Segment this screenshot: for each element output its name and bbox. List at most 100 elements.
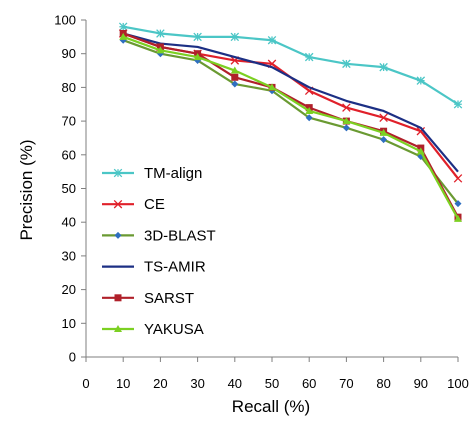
y-tick-label: 90 (62, 46, 76, 61)
data-point-3d-blast (342, 124, 350, 132)
data-point-ce-stroke (453, 174, 463, 183)
data-point-ce (342, 103, 351, 112)
data-point-yakusa (193, 53, 202, 61)
axes: 0 10 20 30 40 50 60 70 80 90 100 0 10 20 30 40 50 60 70 80 9… (54, 13, 469, 392)
legend-label-ce: CE (144, 196, 165, 213)
data-point-yakusa (416, 147, 425, 155)
y-tick-label: 60 (62, 147, 76, 162)
y-tick-label: 30 (62, 248, 76, 263)
x-tick-label: 10 (116, 376, 130, 391)
legend: TM-align CE 3D-BLAST TS-AMIR SARST YAKUSA (102, 165, 216, 338)
data-point-yakusa (156, 46, 165, 54)
legend-label-tm-align: TM-align (144, 165, 202, 182)
data-point-tm-align (193, 32, 202, 42)
legend-marker-sarst (114, 294, 122, 302)
x-tick-label: 40 (228, 376, 242, 391)
data-point-ce-stroke (379, 113, 388, 122)
data-point-3d-blast (231, 80, 239, 88)
y-tick-label: 0 (69, 350, 76, 365)
y-tick-label: 80 (62, 80, 76, 95)
legend-item-3d-blast: 3D-BLAST (102, 227, 216, 244)
legend-item-sarst: SARST (102, 290, 194, 307)
x-tick-label: 90 (414, 376, 428, 391)
data-point-tm-align (156, 29, 165, 38)
data-point-ce (379, 113, 388, 122)
x-tick-label: 70 (339, 376, 353, 391)
y-axis-title: Precision (%) (17, 139, 36, 240)
data-point-tm-align (304, 52, 314, 62)
data-point-tm-align-stroke (118, 22, 128, 31)
x-tick-label: 30 (190, 376, 204, 391)
legend-label-ts-amir: TS-AMIR (144, 259, 206, 276)
data-point-tm-align (267, 35, 277, 45)
legend-label-yakusa: YAKUSA (144, 321, 204, 338)
data-point-yakusa (379, 128, 388, 136)
data-point-tm-align (342, 59, 351, 69)
legend-item-ts-amir: TS-AMIR (102, 259, 206, 276)
data-point-tm-align (230, 32, 240, 42)
data-point-ce-stroke (342, 103, 351, 112)
data-point-yakusa (305, 106, 314, 114)
x-tick-label: 50 (265, 376, 279, 391)
legend-label-3d-blast: 3D-BLAST (144, 227, 216, 244)
series-line-tm-align (123, 25, 459, 106)
data-point-tm-align (453, 99, 463, 109)
data-point-yakusa (268, 83, 276, 91)
x-tick-label: 100 (447, 376, 469, 391)
series-sarst (119, 29, 462, 221)
x-axis-title: Recall (%) (232, 397, 310, 416)
data-point-yakusa (119, 32, 128, 40)
legend-item-yakusa: YAKUSA (102, 321, 204, 338)
data-point-tm-align-stroke (453, 99, 463, 109)
data-point-tm-align (118, 22, 128, 31)
x-tick-label: 0 (82, 376, 89, 391)
y-tick-label: 100 (54, 13, 76, 28)
data-point-ce-stroke (416, 126, 426, 136)
series-line-sarst (122, 32, 459, 218)
y-tick-label: 70 (62, 114, 76, 129)
series-layer (118, 22, 463, 222)
legend-marker-ce (113, 199, 123, 209)
series-line-3d-blast (122, 39, 459, 205)
y-tick-label: 50 (62, 181, 76, 196)
data-point-ce (453, 174, 463, 183)
data-point-yakusa (342, 117, 351, 125)
legend-marker-3d-blast (114, 231, 122, 239)
y-tick-label: 20 (62, 282, 76, 297)
data-point-yakusa (454, 214, 462, 222)
series-ts-amir (122, 32, 459, 173)
data-point-3d-blast (454, 200, 462, 208)
data-point-tm-align-stroke (267, 35, 277, 45)
series-tm-align (118, 22, 463, 109)
data-point-tm-align-stroke (379, 62, 388, 72)
legend-marker-ce-stroke (113, 199, 123, 209)
series-line-ts-amir (122, 32, 459, 173)
data-point-ce (416, 126, 426, 136)
series-yakusa (119, 32, 462, 222)
series-line-yakusa (122, 35, 459, 220)
data-point-3d-blast (305, 114, 313, 122)
y-tick-label: 40 (62, 215, 76, 230)
data-point-tm-align-stroke (342, 59, 351, 69)
legend-item-tm-align: TM-align (102, 165, 202, 182)
data-point-tm-align (379, 62, 388, 72)
data-point-sarst (231, 73, 239, 81)
x-tick-label: 20 (153, 376, 167, 391)
legend-marker-yakusa (114, 325, 122, 332)
data-point-tm-align-stroke (230, 32, 240, 42)
data-point-yakusa (230, 66, 239, 74)
data-point-tm-align-stroke (193, 32, 202, 42)
data-point-3d-blast (380, 136, 388, 144)
data-point-tm-align-stroke (156, 29, 165, 38)
y-tick-label: 10 (62, 316, 76, 331)
legend-marker-tm-align (113, 168, 123, 178)
x-tick-label: 60 (302, 376, 316, 391)
legend-item-ce: CE (102, 196, 165, 213)
legend-label-sarst: SARST (144, 290, 194, 307)
legend-marker-tm-align-stroke (113, 168, 123, 178)
data-point-tm-align (416, 76, 426, 85)
data-point-tm-align-stroke (416, 76, 426, 85)
x-tick-label: 80 (376, 376, 390, 391)
